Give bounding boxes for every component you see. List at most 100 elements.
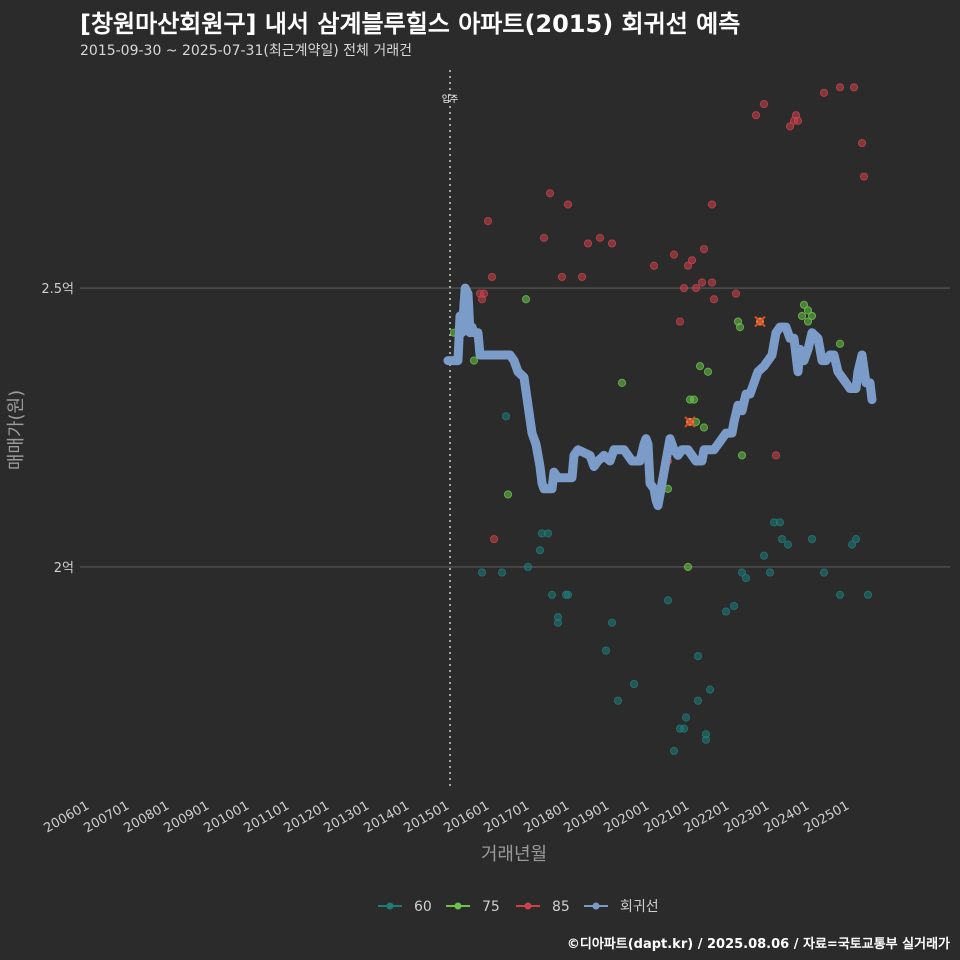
point-60 [629,679,639,689]
point-60 [501,412,511,421]
x-axis-title: 거래년월 [481,844,547,865]
point-75 [617,378,627,387]
point-85 [687,256,697,265]
point-75 [683,562,693,572]
point-85 [669,250,679,259]
point-85 [487,272,497,282]
point-60 [835,590,845,599]
point-85 [483,217,493,226]
point-85 [691,283,701,293]
legend-swatch-dot [386,902,394,910]
point-60 [477,568,487,577]
point-85 [835,83,845,92]
point-60 [729,601,739,611]
point-85 [675,317,685,326]
highlight-markers [684,315,766,428]
point-60 [535,546,545,555]
point-60 [847,540,857,549]
point-85 [793,116,803,125]
point-85 [479,289,489,298]
point-60 [721,607,731,616]
x-axis-ticks: 2006012007012008012009012010012011012012… [42,798,852,836]
x-tick-label: 201101 [242,798,292,836]
point-60 [523,562,533,572]
point-85 [557,272,567,282]
point-75 [521,295,531,304]
y-tick-label: 2억 [54,561,74,576]
chart-subtitle: 2015-09-30 ~ 2025-07-31(최근계약일) 전체 거래건 [80,43,412,59]
point-85 [707,278,717,287]
legend: 60 75 85 회귀선 [378,899,659,915]
point-85 [545,189,555,198]
point-75 [703,367,713,376]
point-60 [819,568,829,577]
point-60 [497,568,507,577]
point-75 [735,323,745,332]
grid-layer [80,287,950,568]
x-tick-label: 201201 [282,798,332,836]
point-60 [601,646,611,655]
point-60 [775,518,785,527]
y-tick-label: 2.5억 [41,282,74,297]
point-75 [737,451,747,460]
x-tick-label: 201501 [402,798,452,836]
point-85 [697,278,707,287]
point-75 [803,306,813,315]
legend-swatch-dot [454,902,462,910]
legend-label: 75 [482,899,500,915]
point-60 [693,652,703,661]
legend-swatch-dot [524,902,532,910]
x-tick-label: 202101 [642,798,692,836]
x-tick-label: 201301 [322,798,372,836]
y-axis-ticks: 2억 2.5억 [41,282,74,576]
highlight-cross [754,315,766,328]
point-75 [807,311,817,321]
point-60 [669,746,679,756]
x-tick-label: 201601 [442,798,492,836]
scatter-points [449,83,873,756]
highlight-cross [684,416,696,428]
move-in-annotation: 입주 [442,70,459,790]
legend-label: 85 [552,899,570,915]
point-85 [759,99,769,109]
point-60 [681,713,691,722]
point-60 [553,618,563,627]
x-tick-label: 200801 [122,798,172,836]
point-85 [563,200,573,209]
y-axis-title: 매매가(원) [6,390,27,470]
x-tick-label: 200701 [82,798,132,836]
x-tick-label: 201401 [362,798,412,836]
point-85 [771,451,781,460]
x-tick-label: 202201 [682,798,732,836]
point-85 [785,122,795,131]
x-tick-label: 201901 [562,798,612,836]
point-85 [857,138,867,148]
point-75 [835,339,845,348]
point-60 [563,590,573,599]
point-85 [699,244,709,254]
x-tick-label: 201801 [522,798,572,836]
point-75 [503,490,513,499]
x-tick-label: 202001 [602,798,652,836]
legend-label: 60 [414,899,432,915]
point-85 [649,261,659,270]
point-85 [731,289,741,298]
point-85 [859,172,869,181]
point-60 [759,551,769,560]
point-60 [705,685,715,694]
point-85 [849,83,859,92]
move-in-label: 입주 [442,93,459,105]
point-85 [709,295,719,304]
x-tick-label: 201001 [202,798,252,836]
point-85 [539,233,549,242]
point-60 [701,735,711,744]
point-75 [689,395,699,404]
point-60 [693,696,703,705]
point-85 [489,534,499,544]
point-60 [737,568,747,577]
chart-title: [창원마산회원구] 내서 삼계블루힐스 아파트(2015) 회귀선 예측 [80,10,741,38]
x-tick-label: 202401 [762,798,812,836]
point-60 [663,596,673,605]
point-60 [863,590,873,599]
